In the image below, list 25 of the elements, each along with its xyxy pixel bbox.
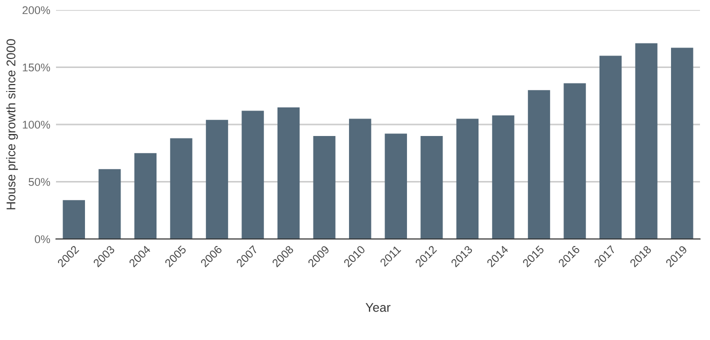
bar [635, 43, 658, 239]
y-tick-label: 50% [28, 178, 50, 186]
y-tick-label: 100% [22, 120, 50, 129]
bar [492, 115, 514, 239]
bar [62, 200, 85, 239]
bar [134, 153, 157, 239]
bar [599, 56, 622, 239]
y-tick-label: 150% [22, 64, 50, 72]
bar [206, 120, 228, 239]
bar [277, 107, 300, 239]
bar [420, 136, 443, 239]
bar [384, 134, 407, 239]
bar [671, 48, 694, 239]
bar [528, 90, 550, 239]
x-axis-title: Year [366, 303, 390, 312]
y-tick-label: 200% [22, 6, 50, 14]
bar [313, 136, 336, 239]
bar [564, 83, 586, 239]
bar [170, 138, 192, 239]
bar [349, 118, 372, 239]
bar [456, 118, 479, 239]
y-axis-title: House price growth since 2000 [6, 39, 18, 210]
bar [242, 110, 264, 239]
bar [98, 169, 121, 239]
y-tick-label: 0% [34, 235, 50, 244]
